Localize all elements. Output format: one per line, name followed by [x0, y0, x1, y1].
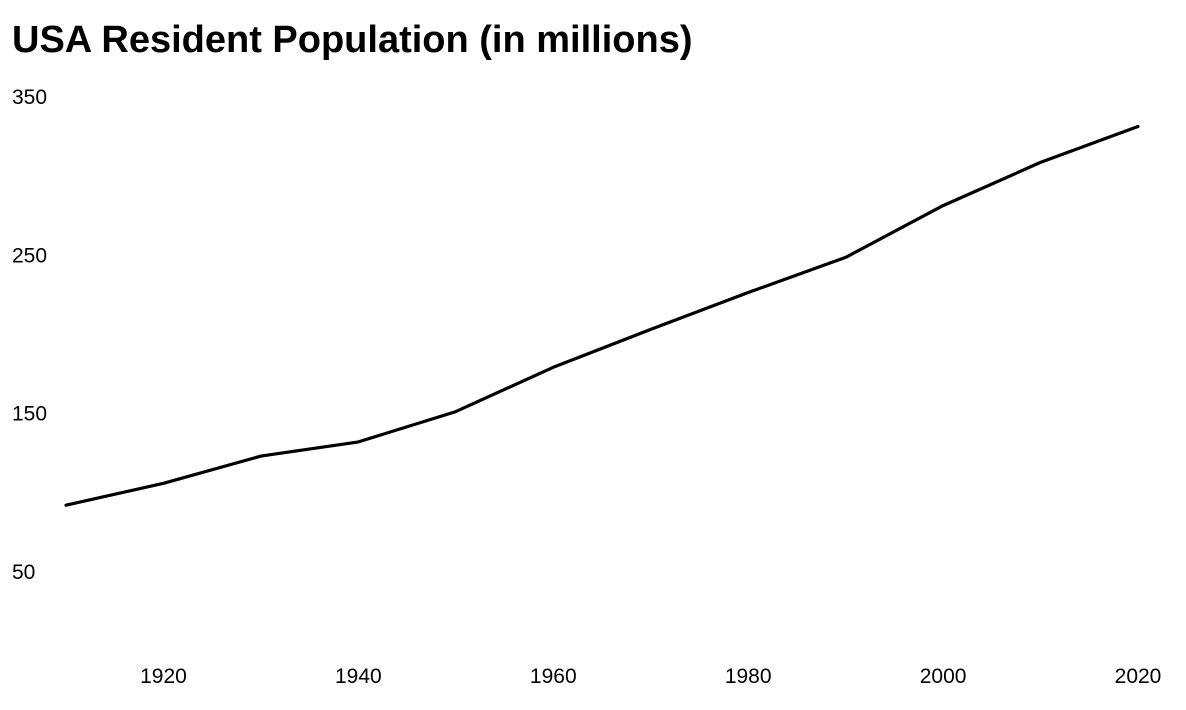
x-tick-label: 2020 [1115, 665, 1162, 688]
y-tick-label: 250 [12, 244, 47, 267]
y-tick-label: 350 [12, 86, 47, 109]
chart-title: USA Resident Population (in millions) [12, 19, 693, 61]
x-axis-ticks: 1920 1940 1960 1980 2000 2020 [140, 665, 1161, 688]
x-tick-label: 1980 [725, 665, 772, 688]
x-tick-label: 1960 [530, 665, 577, 688]
x-tick-label: 1940 [335, 665, 382, 688]
series-group [64, 124, 1140, 507]
y-tick-label: 50 [12, 561, 35, 584]
x-tick-label: 2000 [920, 665, 967, 688]
population-line [64, 124, 1140, 507]
x-tick-label: 1920 [140, 665, 187, 688]
y-axis-ticks: 50 150 250 350 [12, 86, 47, 584]
y-tick-label: 150 [12, 403, 47, 426]
